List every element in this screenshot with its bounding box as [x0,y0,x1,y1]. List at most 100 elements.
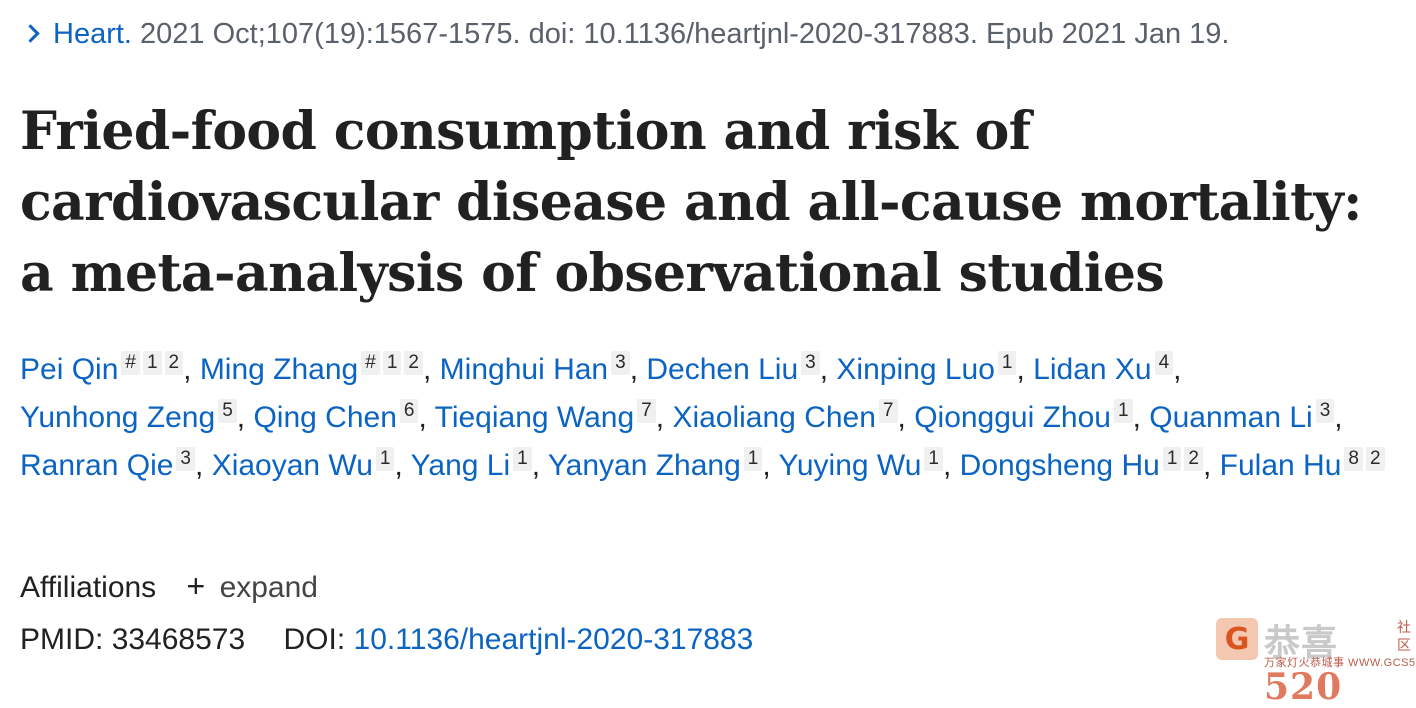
affiliation-marker[interactable]: 1 [513,447,532,471]
affiliation-marker[interactable]: 5 [218,399,237,423]
affiliation-marker[interactable]: 6 [399,399,419,423]
affiliation-marker[interactable]: 1 [997,351,1017,375]
author-item: Qionggui Zhou 1, [914,399,1141,434]
plus-icon[interactable]: + [186,568,206,604]
author-separator: , [236,401,246,434]
author-separator: , [1202,449,1212,482]
author-separator: , [897,401,906,434]
author-link[interactable]: Dechen Liu [646,353,799,386]
affiliation-marker[interactable]: 2 [1184,447,1203,471]
citation-line: Heart. 2021 Oct;107(19):1567-1575. doi: … [21,14,1230,54]
author-item: Xiaoliang Chen 7, [672,399,906,434]
affiliation-marker[interactable]: 3 [801,351,820,375]
affiliation-marker[interactable]: 2 [1365,447,1385,471]
author-item: Yuying Wu 1, [778,447,952,482]
author-link[interactable]: Xinping Luo [836,353,995,386]
author-separator: , [1334,401,1343,434]
affiliations-row: Affiliations + expand [20,566,318,608]
equal-contribution-marker[interactable]: # [121,351,140,375]
author-link[interactable]: Tieqiang Wang [434,401,635,434]
author-item: Yunhong Zeng 5, [20,399,246,434]
author-link[interactable]: Yuying Wu [778,449,922,482]
author-item: Pei Qin #1 2, [20,351,192,386]
author-link[interactable]: Qionggui Zhou [914,401,1111,434]
watermark-small-text: 万家灯火恭城事 WWW.GCS520.CN [1264,657,1416,669]
author-item: Minghui Han 3, [439,351,639,386]
affiliation-marker[interactable]: 1 [1114,399,1133,423]
affiliation-marker[interactable]: 1 [743,447,763,471]
author-separator: , [1016,353,1025,386]
author-link[interactable]: Xiaoliang Chen [672,401,876,434]
author-item: Yanyan Zhang 1, [547,447,771,482]
author-link[interactable]: Lidan Xu [1033,353,1152,386]
affiliations-label: Affiliations [20,571,157,604]
citation-details: 2021 Oct;107(19):1567-1575. doi: 10.1136… [140,18,1230,50]
author-item: Tieqiang Wang 7, [434,399,665,434]
author-separator: , [195,449,204,482]
author-item: Fulan Hu 8 2 [1219,447,1385,482]
author-separator: , [629,353,639,386]
author-item: Dechen Liu 3, [646,351,829,386]
author-separator: , [531,449,541,482]
author-separator: , [762,449,771,482]
author-item: Qing Chen 6, [253,399,427,434]
author-separator: , [418,401,427,434]
author-link[interactable]: Quanman Li [1149,401,1313,434]
watermark-logo-icon: G [1216,618,1258,660]
author-item: Ming Zhang #1 2, [199,351,432,386]
affiliation-marker[interactable]: 1 [1162,447,1182,471]
affiliation-marker[interactable]: 7 [637,399,656,423]
affiliation-marker[interactable]: 3 [1315,399,1335,423]
author-separator: , [655,401,665,434]
author-link[interactable]: Pei Qin [20,353,119,386]
equal-contribution-marker[interactable]: # [361,351,380,375]
author-separator: , [1132,401,1141,434]
author-separator: , [819,353,829,386]
affiliation-marker[interactable]: 1 [375,447,395,471]
author-separator: , [394,449,403,482]
affiliation-marker[interactable]: 1 [382,351,402,375]
watermark-side-text: 社区 [1397,619,1411,653]
author-list: Pei Qin #1 2, Ming Zhang #1 2, Minghui Han 3,… [20,346,1400,490]
pmid-label: PMID: [20,623,104,656]
doi-link[interactable]: 10.1136/heartjnl-2020-317883 [353,623,754,656]
author-separator: , [1173,353,1182,386]
author-item: Xinping Luo 1, [836,351,1025,386]
affiliation-marker[interactable]: 2 [404,351,423,375]
author-link[interactable]: Yanyan Zhang [547,449,741,482]
affiliation-marker[interactable]: 3 [611,351,630,375]
author-link[interactable]: Qing Chen [253,401,397,434]
affiliation-marker[interactable]: 3 [176,447,195,471]
author-item: Xiaoyan Wu 1, [211,447,403,482]
expand-affiliations-button[interactable]: expand [219,571,318,604]
identifiers-row: PMID: 33468573 DOI: 10.1136/heartjnl-202… [20,620,753,660]
author-link[interactable]: Yunhong Zeng [20,401,216,434]
affiliation-marker[interactable]: 7 [878,399,898,423]
affiliation-marker[interactable]: 1 [142,351,162,375]
author-item: Quanman Li 3, [1149,399,1343,434]
author-separator: , [422,353,432,386]
author-link[interactable]: Fulan Hu [1219,449,1342,482]
article-title: Fried-food consumption and risk of cardi… [20,101,1362,304]
author-item: Lidan Xu 4, [1033,351,1182,386]
pmid-value: 33468573 [111,623,246,656]
chevron-right-icon[interactable] [21,24,40,44]
author-link[interactable]: Minghui Han [439,353,609,386]
affiliation-marker[interactable]: 4 [1154,351,1174,375]
author-link[interactable]: Ranran Qie [20,449,174,482]
affiliation-marker[interactable]: 1 [924,447,943,471]
affiliation-marker[interactable]: 2 [164,351,184,375]
author-separator: , [183,353,192,386]
site-watermark: G 恭喜520 社区 万家灯火恭城事 WWW.GCS520.CN [1216,614,1416,708]
author-item: Ranran Qie 3, [20,447,204,482]
author-item: Yang Li 1, [410,447,541,482]
affiliation-marker[interactable]: 8 [1344,447,1363,471]
author-separator: , [942,449,952,482]
doi-label: DOI: [283,623,346,656]
journal-link[interactable]: Heart. [53,18,132,50]
author-link[interactable]: Ming Zhang [199,353,359,386]
author-link[interactable]: Dongsheng Hu [959,449,1160,482]
author-link[interactable]: Xiaoyan Wu [211,449,373,482]
author-link[interactable]: Yang Li [410,449,511,482]
author-item: Dongsheng Hu 1 2, [959,447,1212,482]
